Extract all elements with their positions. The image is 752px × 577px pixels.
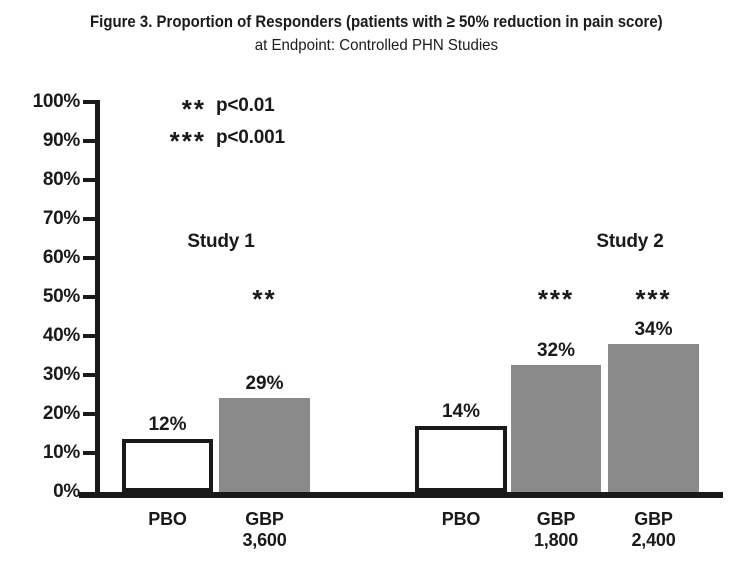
x-axis-category-label: GBP 2,400 xyxy=(599,509,709,551)
bar-value-label: 12% xyxy=(148,414,187,435)
study-group-label: Study 1 xyxy=(187,231,255,252)
y-axis-tick-label: 100% xyxy=(32,91,81,112)
y-axis-tick xyxy=(83,100,95,104)
bar-value-label: 32% xyxy=(536,340,576,361)
bar-value-label: 29% xyxy=(245,373,284,394)
study-group-label: Study 2 xyxy=(596,231,664,252)
y-axis-tick xyxy=(83,412,95,416)
y-axis-tick xyxy=(83,178,95,182)
x-axis-category-label: GBP 3,600 xyxy=(210,509,320,551)
y-axis-tick-label: 20% xyxy=(42,403,80,424)
y-axis-tick xyxy=(83,334,95,338)
y-axis-tick xyxy=(83,217,95,221)
x-axis-line xyxy=(79,492,723,498)
p-value-label-001: p<0.001 xyxy=(216,127,285,148)
legend-row-p-001: *** p<0.001 xyxy=(118,124,285,156)
category-label-line1: GBP xyxy=(536,509,576,529)
y-axis-tick-label: 40% xyxy=(42,325,80,346)
bar-value-label: 14% xyxy=(441,401,481,422)
category-label-line2: 3,600 xyxy=(242,530,287,550)
y-axis-tick xyxy=(83,451,95,455)
y-axis-tick xyxy=(83,256,95,260)
figure-title-line1: Figure 3. Proportion of Responders (pati… xyxy=(89,12,663,31)
x-axis-category-label: PBO xyxy=(406,509,516,530)
chart-bar xyxy=(608,344,699,492)
y-axis-line xyxy=(95,100,100,498)
significance-stars: ** xyxy=(252,284,277,314)
y-axis-tick-label: 50% xyxy=(42,286,80,307)
y-axis-tick xyxy=(83,295,95,299)
y-axis-tick-label: 90% xyxy=(42,130,80,151)
p-value-label-01: p<0.01 xyxy=(216,95,275,116)
category-label-line1: GBP xyxy=(634,509,673,529)
chart-bar xyxy=(415,426,507,492)
significance-stars: *** xyxy=(635,284,672,314)
x-axis-category-label: GBP 1,800 xyxy=(501,509,611,551)
category-label-line2: 2,400 xyxy=(631,530,676,550)
figure-title-line2: at Endpoint: Controlled PHN Studies xyxy=(254,37,498,54)
significance-stars: *** xyxy=(537,284,575,314)
y-axis-tick-label: 10% xyxy=(42,442,80,463)
y-axis-tick-label: 0% xyxy=(53,481,80,502)
chart-bar xyxy=(219,398,310,492)
category-label-line2: 1,800 xyxy=(533,530,579,550)
bar-value-label: 34% xyxy=(634,319,673,340)
figure-title: Figure 3. Proportion of Responders (pati… xyxy=(0,12,752,55)
significance-legend: ** p<0.01 *** p<0.001 xyxy=(118,92,285,156)
legend-row-p-01: ** p<0.01 xyxy=(118,92,285,124)
category-label-line1: PBO xyxy=(441,509,481,529)
double-asterisk-icon: ** xyxy=(181,94,206,124)
chart-bar xyxy=(122,439,213,492)
y-axis-tick-label: 70% xyxy=(42,208,80,229)
triple-asterisk-icon: *** xyxy=(169,126,206,156)
x-axis-category-label: PBO xyxy=(113,509,223,530)
y-axis-tick xyxy=(83,373,95,377)
y-axis-tick-label: 30% xyxy=(42,364,80,385)
y-axis-tick-label: 80% xyxy=(42,169,80,190)
chart-bar xyxy=(511,365,601,492)
y-axis-tick-label: 60% xyxy=(42,247,80,268)
category-label-line1: PBO xyxy=(148,509,187,529)
y-axis-tick xyxy=(83,139,95,143)
category-label-line1: GBP xyxy=(245,509,284,529)
